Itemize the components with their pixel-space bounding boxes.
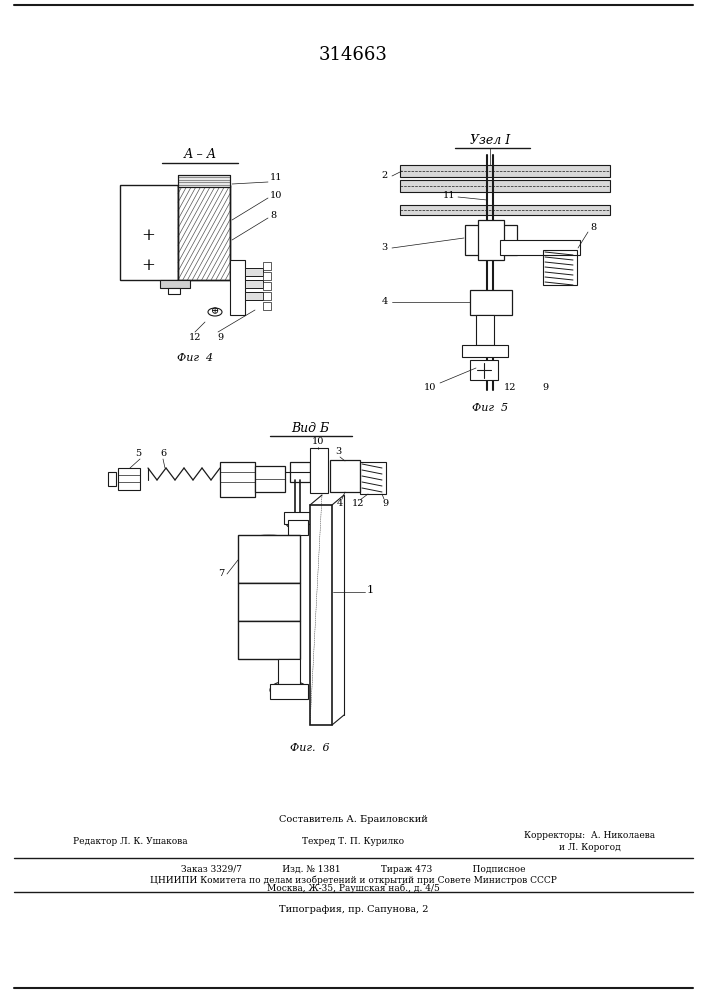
- Text: 8: 8: [590, 224, 596, 232]
- Bar: [476, 315, 494, 345]
- Text: 3: 3: [335, 448, 341, 456]
- Bar: [500, 240, 580, 255]
- Text: и Л. Корогод: и Л. Корогод: [559, 844, 621, 852]
- Text: Составитель А. Браиловский: Составитель А. Браиловский: [279, 816, 428, 824]
- Text: 11: 11: [443, 190, 455, 200]
- Bar: [400, 205, 610, 215]
- Text: 10: 10: [312, 438, 325, 446]
- Text: 3: 3: [382, 243, 388, 252]
- Bar: [263, 292, 271, 300]
- Text: Москва, Ж-35, Раушская наб., д. 4/5: Москва, Ж-35, Раушская наб., д. 4/5: [267, 883, 440, 893]
- Text: 9: 9: [542, 383, 548, 392]
- Bar: [245, 280, 263, 288]
- Bar: [330, 460, 360, 492]
- Bar: [462, 345, 508, 357]
- Bar: [230, 260, 245, 315]
- Bar: [263, 272, 271, 280]
- Bar: [108, 472, 116, 486]
- Bar: [220, 462, 255, 497]
- Bar: [238, 535, 300, 583]
- Text: Фиг  4: Фиг 4: [177, 353, 213, 363]
- Bar: [263, 282, 271, 290]
- Text: 7: 7: [218, 570, 224, 578]
- Bar: [178, 185, 230, 280]
- Text: 11: 11: [270, 174, 283, 182]
- Ellipse shape: [270, 681, 308, 699]
- Bar: [478, 220, 504, 260]
- Text: +: +: [141, 256, 155, 273]
- Bar: [288, 520, 308, 535]
- Text: Вид Б: Вид Б: [291, 422, 329, 434]
- Bar: [263, 302, 271, 310]
- Bar: [168, 288, 180, 294]
- Bar: [263, 262, 271, 270]
- Bar: [465, 225, 517, 255]
- Bar: [360, 462, 386, 494]
- Text: Корректоры:  А. Николаева: Корректоры: А. Николаева: [525, 830, 655, 840]
- Text: 4: 4: [382, 298, 388, 306]
- Text: Типография, пр. Сапунова, 2: Типография, пр. Сапунова, 2: [279, 906, 428, 914]
- Text: Узел I: Узел I: [470, 133, 510, 146]
- Ellipse shape: [286, 517, 308, 529]
- Text: 10: 10: [270, 190, 282, 200]
- Bar: [470, 290, 512, 315]
- Bar: [470, 360, 498, 380]
- Bar: [543, 250, 577, 285]
- Bar: [118, 468, 140, 490]
- Bar: [290, 462, 310, 482]
- Text: Техред Т. П. Курилко: Техред Т. П. Курилко: [303, 838, 404, 846]
- Bar: [160, 280, 190, 288]
- Text: Редактор Л. К. Ушакова: Редактор Л. К. Ушакова: [73, 838, 187, 846]
- Text: Заказ 3329/7              Изд. № 1381              Тираж 473              Подпис: Заказ 3329/7 Изд. № 1381 Тираж 473 Подпи…: [181, 865, 526, 874]
- Text: А – А: А – А: [183, 148, 216, 161]
- Text: 8: 8: [270, 211, 276, 220]
- Bar: [178, 175, 230, 187]
- Text: Фиг.  6: Фиг. 6: [290, 743, 329, 753]
- Text: 6: 6: [160, 450, 166, 458]
- Bar: [270, 684, 308, 699]
- Bar: [400, 180, 610, 192]
- Text: 9: 9: [217, 334, 223, 342]
- Bar: [400, 165, 610, 177]
- Bar: [310, 448, 328, 493]
- Text: 4: 4: [337, 499, 343, 508]
- Ellipse shape: [474, 364, 494, 376]
- Text: 2: 2: [382, 170, 388, 180]
- Bar: [310, 505, 332, 725]
- Bar: [238, 583, 300, 621]
- Bar: [238, 621, 300, 659]
- Text: 12: 12: [504, 383, 516, 392]
- Text: Фиг  5: Фиг 5: [472, 403, 508, 413]
- Bar: [255, 466, 285, 492]
- Ellipse shape: [208, 308, 222, 316]
- Bar: [178, 175, 230, 187]
- Bar: [120, 185, 178, 280]
- Text: 9: 9: [382, 499, 388, 508]
- Text: 12: 12: [352, 499, 364, 508]
- Text: 10: 10: [423, 383, 436, 392]
- Text: 1: 1: [366, 585, 373, 595]
- Bar: [178, 185, 230, 280]
- Bar: [284, 512, 310, 524]
- Bar: [245, 268, 263, 276]
- Text: 12: 12: [189, 334, 201, 342]
- Bar: [278, 659, 300, 684]
- Text: +: +: [141, 227, 155, 243]
- Text: 5: 5: [135, 450, 141, 458]
- Text: ЦНИИПИ Комитета по делам изобретений и открытий при Совете Министров СССР: ЦНИИПИ Комитета по делам изобретений и о…: [150, 875, 557, 885]
- Bar: [245, 292, 263, 300]
- Text: ⊕: ⊕: [211, 308, 219, 316]
- Text: 314663: 314663: [319, 46, 388, 64]
